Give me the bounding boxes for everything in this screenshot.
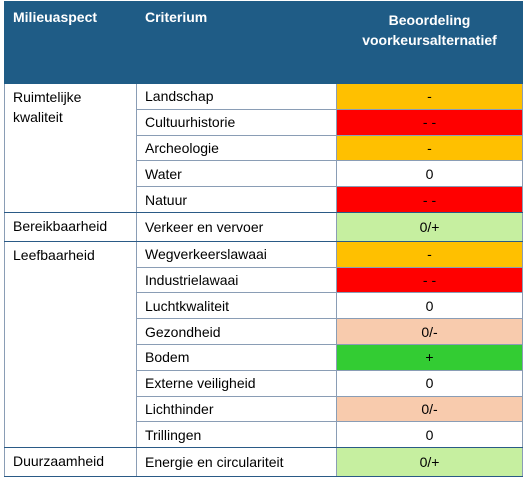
criterion-cell: Cultuurhistorie: [136, 108, 337, 136]
score-cell: 0: [336, 292, 523, 320]
score-cell: -: [336, 240, 523, 268]
criterion-cell: Externe veiligheid: [136, 369, 337, 397]
criterion-cell: Energie en circulariteit: [136, 447, 337, 477]
table-row: Duurzaamheid Energie en circulariteit 0/+: [4, 447, 523, 477]
aspect-cell: Ruimtelijke kwaliteit: [4, 83, 137, 213]
aspect-cell: Duurzaamheid: [4, 447, 137, 477]
table-row: Leefbaarheid Wegverkeerslawaai -: [4, 240, 523, 449]
criterion-cell: Wegverkeerslawaai: [136, 240, 337, 268]
criterion-cell: Landschap: [136, 83, 337, 110]
score-cell: - -: [336, 108, 523, 136]
table-row: Luchtkwaliteit 0: [5, 292, 523, 320]
score-cell: 0/-: [336, 395, 523, 423]
header-criterion: Criterium: [136, 1, 337, 84]
aspect-cell: Bereikbaarheid: [4, 211, 137, 242]
score-cell: - -: [336, 266, 523, 294]
score-cell: -: [336, 83, 523, 110]
table-header: Milieuaspect Criterium Beoordeling voorke…: [4, 1, 523, 84]
criterion-cell: Gezondheid: [136, 318, 337, 345]
criterion-cell: Trillingen: [136, 421, 337, 449]
table-row: Natuur - -: [5, 186, 523, 213]
table-row: Ruimtelijke kwaliteit Landschap -: [4, 83, 523, 213]
criterion-cell: Lichthinder: [136, 395, 337, 423]
criterion-cell: Natuur: [136, 186, 337, 213]
score-cell: 0: [336, 369, 523, 397]
criterion-cell: Luchtkwaliteit: [136, 292, 337, 320]
score-cell: -: [336, 134, 523, 162]
table-row: Externe veiligheid 0: [5, 369, 523, 397]
table-row: Trillingen 0: [5, 421, 523, 449]
score-cell: 0: [336, 160, 523, 188]
table-row: Cultuurhistorie - -: [5, 108, 523, 136]
table-body: Ruimtelijke kwaliteit Landschap - Cultuurhi…: [4, 83, 523, 477]
header-assessment-line1: Beoordeling: [388, 12, 471, 28]
score-cell: 0: [336, 421, 523, 449]
table-row: Water 0: [5, 160, 523, 188]
criterion-cell: Archeologie: [136, 134, 337, 162]
score-cell: 0/+: [336, 447, 523, 477]
score-cell: - -: [336, 186, 523, 213]
aspect-cell: Leefbaarheid: [4, 240, 137, 449]
table-row: Archeologie -: [5, 134, 523, 162]
criterion-cell: Bodem: [136, 343, 337, 371]
header-assessment: Beoordeling voorkeursalternatief: [336, 1, 523, 84]
criterion-cell: Industrielawaai: [136, 266, 337, 294]
table-row: Bereikbaarheid Verkeer en vervoer 0/+: [4, 211, 523, 242]
score-cell: 0/+: [336, 211, 523, 242]
table-row: Industrielawaai - -: [5, 266, 523, 294]
assessment-table: Milieuaspect Criterium Beoordeling voorke…: [4, 1, 523, 477]
header-assessment-line2: voorkeursalternatief: [362, 32, 497, 48]
table-row: Bodem +: [5, 343, 523, 371]
criterion-cell: Water: [136, 160, 337, 188]
score-cell: 0/-: [336, 318, 523, 345]
header-row: Milieuaspect Criterium Beoordeling voorke…: [4, 1, 523, 84]
criterion-cell: Verkeer en vervoer: [136, 211, 337, 242]
table-row: Gezondheid 0/-: [5, 318, 523, 345]
header-aspect: Milieuaspect: [4, 1, 137, 84]
score-cell: +: [336, 343, 523, 371]
